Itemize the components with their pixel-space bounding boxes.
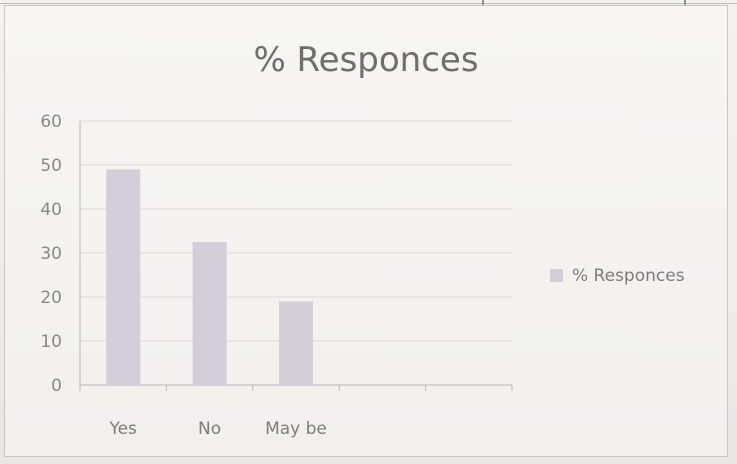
- x-tick-labels: Yes No May be: [108, 419, 326, 439]
- y-tick-label: 30: [40, 244, 62, 264]
- bar-no: [192, 242, 227, 385]
- x-tick-label: Yes: [108, 419, 137, 439]
- bar-may-be: [279, 301, 313, 385]
- x-tick-label: No: [198, 419, 221, 439]
- y-tick-label: 60: [40, 112, 62, 132]
- top-border-line: [0, 3, 737, 4]
- legend-label: % Responces: [572, 266, 685, 286]
- y-tick-label: 20: [40, 288, 62, 308]
- y-tick-labels: 0 10 20 30 40 50 60: [40, 112, 62, 396]
- legend-swatch: [550, 269, 563, 282]
- y-tick-label: 10: [40, 332, 62, 352]
- bar-yes: [106, 169, 141, 385]
- y-tick-label: 0: [51, 376, 62, 396]
- bars: [106, 169, 313, 385]
- legend: % Responces: [550, 266, 685, 286]
- chart-title: % Responces: [253, 40, 478, 80]
- x-tick-label: May be: [265, 419, 327, 439]
- y-tick-label: 40: [40, 200, 62, 220]
- gridlines: [80, 120, 512, 342]
- y-tick-label: 50: [40, 156, 62, 176]
